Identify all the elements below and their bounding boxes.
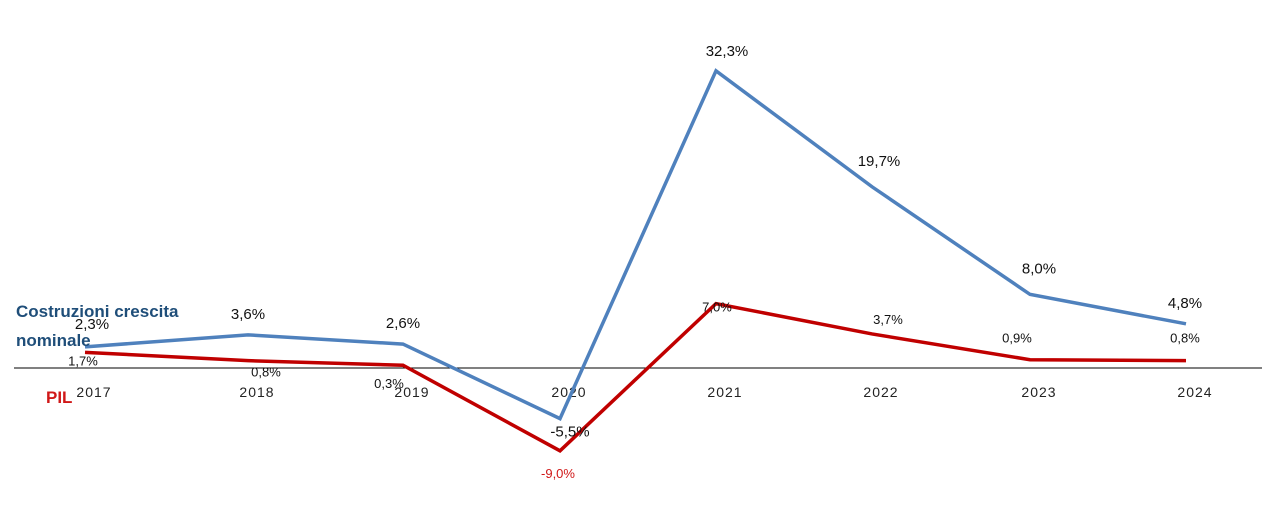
data-label-pil-2018: 0,8% xyxy=(251,365,281,380)
data-label-pil-2017: 1,7% xyxy=(68,353,98,368)
x-tick-label-2019: 2019 xyxy=(394,384,429,400)
data-label-costruzioni-2023: 8,0% xyxy=(1022,260,1056,277)
series-line-costruzioni xyxy=(84,68,1187,421)
data-label-pil-2024: 0,8% xyxy=(1170,331,1200,346)
data-label-costruzioni-2018: 3,6% xyxy=(231,306,265,323)
data-label-pil-2019: 0,3% xyxy=(374,376,404,391)
x-tick-label-2023: 2023 xyxy=(1021,384,1056,400)
data-label-pil-2021: 7,0% xyxy=(702,300,732,315)
data-label-costruzioni-2021: 32,3% xyxy=(706,43,749,60)
x-tick-label-2020: 2020 xyxy=(551,384,586,400)
x-tick-label-2022: 2022 xyxy=(863,384,898,400)
data-label-costruzioni-2017: 2,3% xyxy=(75,316,109,333)
data-label-pil-2020: -9,0% xyxy=(541,466,575,481)
x-tick-label-2021: 2021 xyxy=(707,384,742,400)
legend-costruzioni-line1: Costruzioni crescita xyxy=(16,302,179,321)
x-axis-tick-labels: 2017 2018 2019 2020 2021 2022 2023 2024 xyxy=(76,384,1212,400)
x-tick-label-2024: 2024 xyxy=(1177,384,1212,400)
data-labels-costruzioni: 2,3% 3,6% 2,6% -5,5% 32,3% 19,7% 8,0% 4,8% xyxy=(75,43,1202,441)
series-line-pil xyxy=(84,301,1187,453)
x-tick-label-2017: 2017 xyxy=(76,384,111,400)
data-labels-pil: 1,7% 0,8% 0,3% -9,0% 7,0% 3,7% 0,9% 0,8% xyxy=(68,300,1200,481)
x-tick-label-2018: 2018 xyxy=(239,384,274,400)
data-label-costruzioni-2019: 2,6% xyxy=(386,315,420,332)
data-label-costruzioni-2022: 19,7% xyxy=(858,153,901,170)
data-label-costruzioni-2020: -5,5% xyxy=(550,424,589,441)
data-label-pil-2023: 0,9% xyxy=(1002,331,1032,346)
legend-pil: PIL xyxy=(46,388,72,407)
data-label-pil-2022: 3,7% xyxy=(873,312,903,327)
data-label-costruzioni-2024: 4,8% xyxy=(1168,295,1202,312)
legend-costruzioni-line2: nominale xyxy=(16,331,91,350)
